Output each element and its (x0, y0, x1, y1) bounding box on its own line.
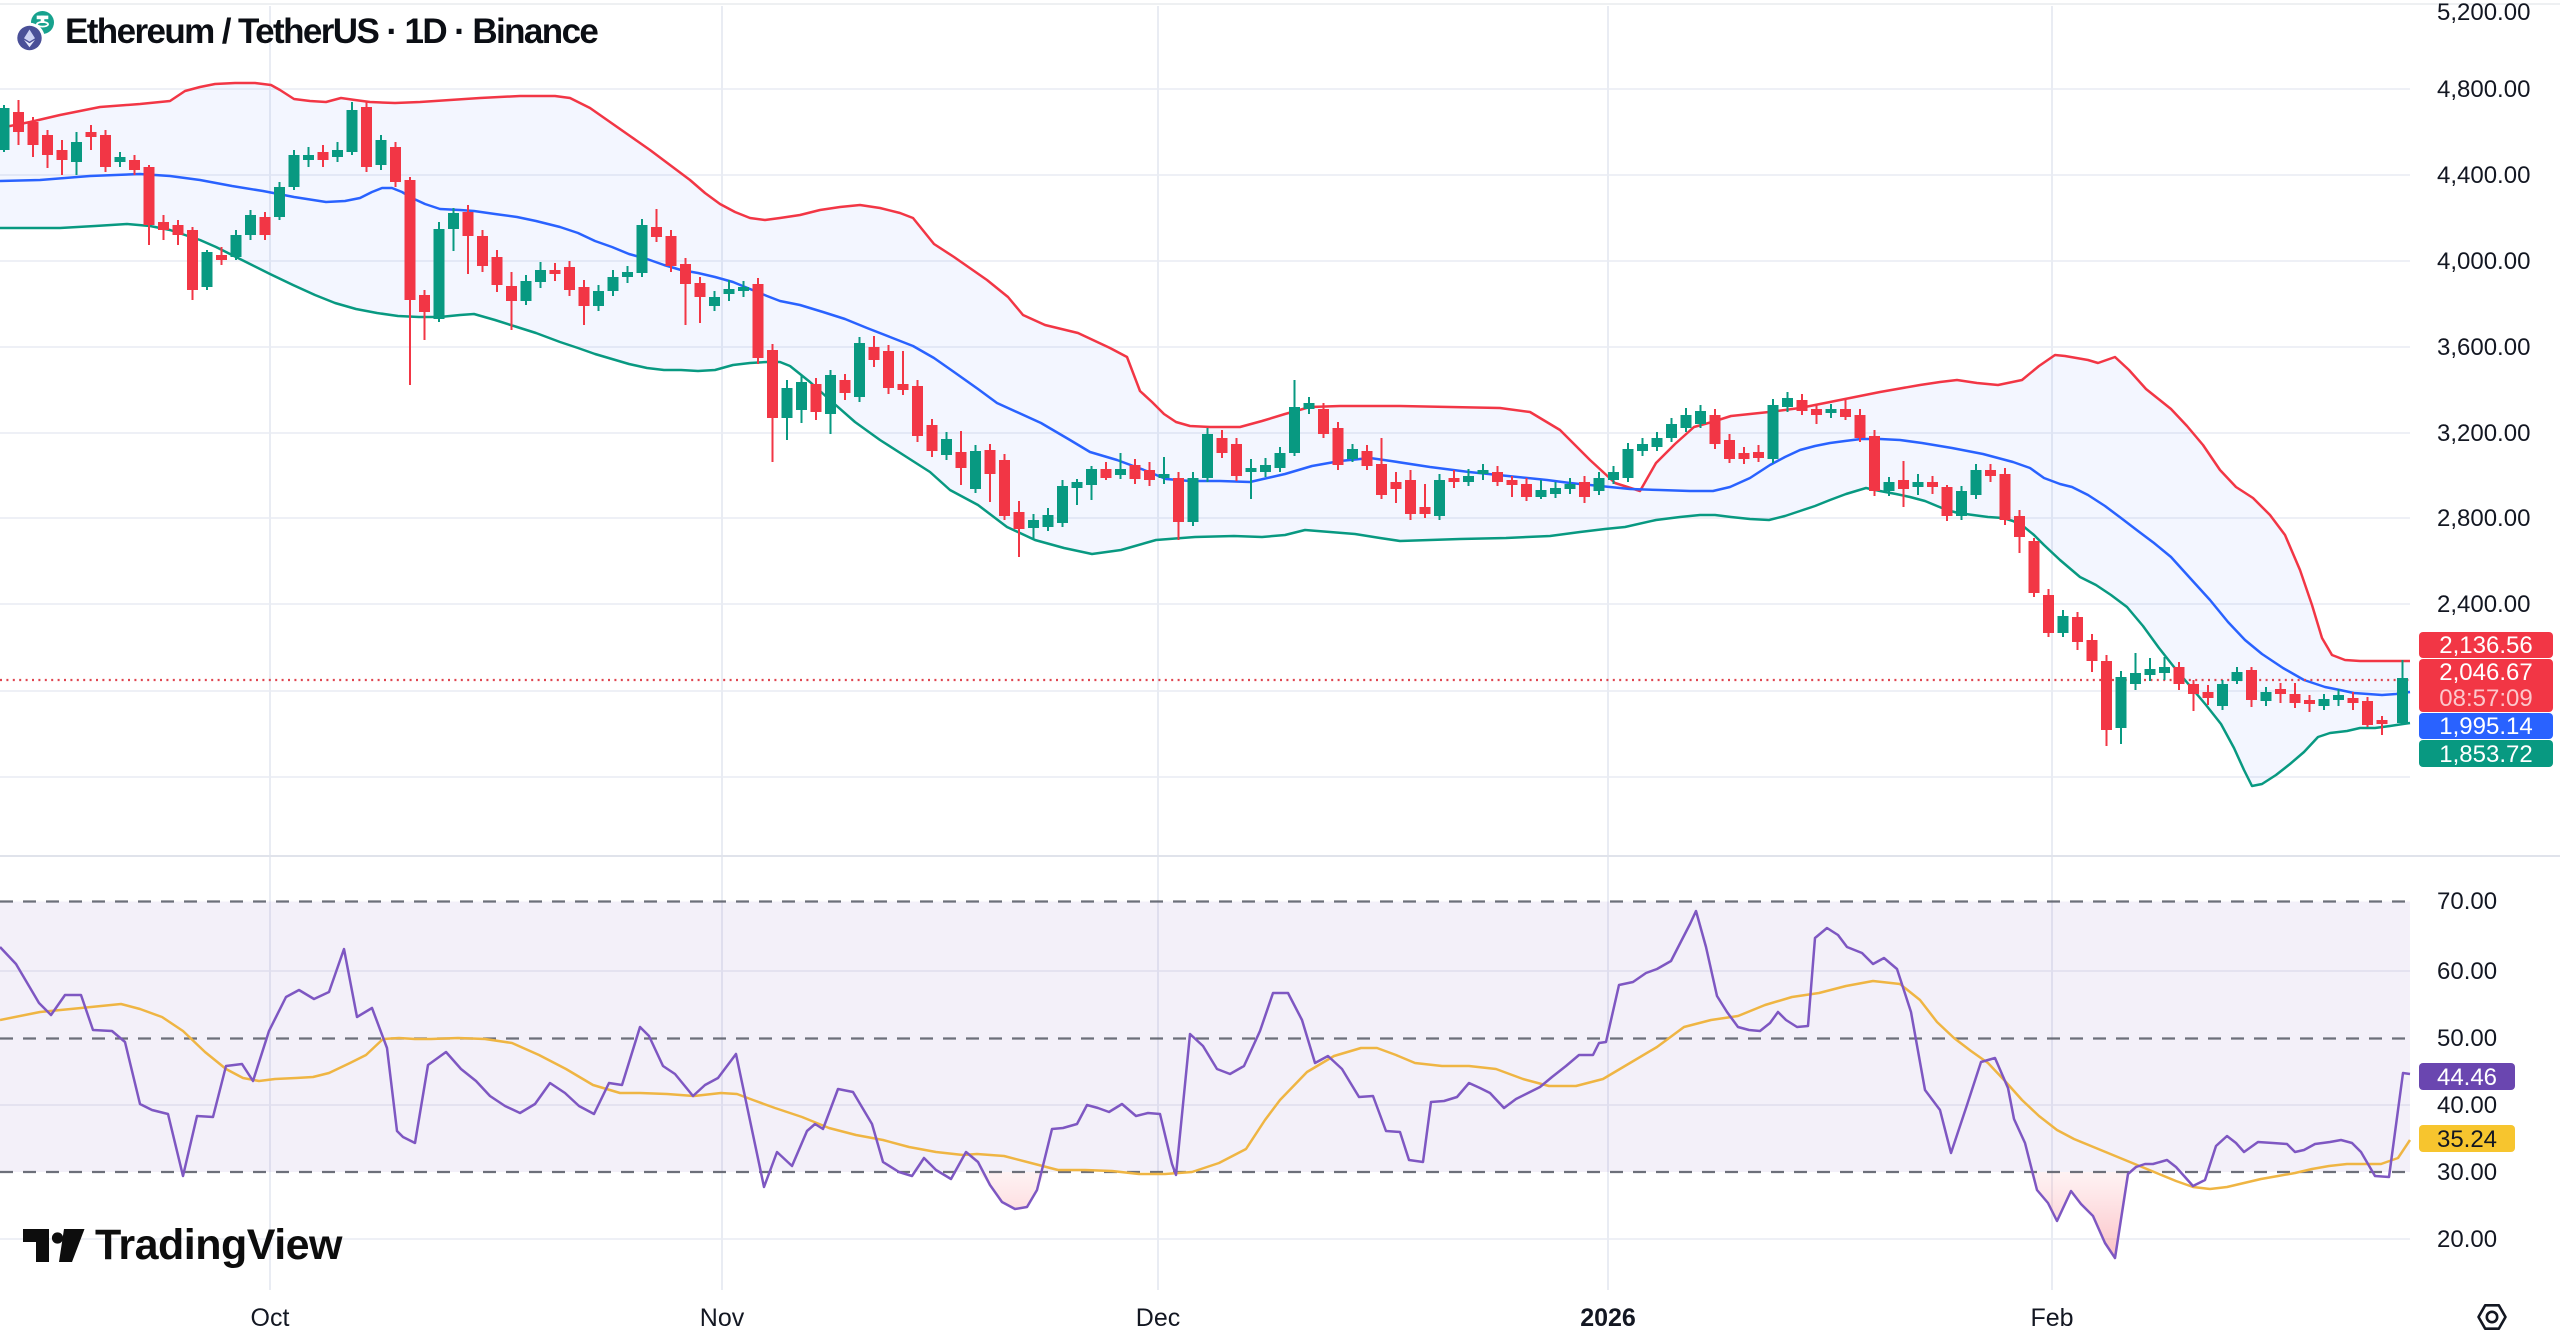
svg-text:2,136.56: 2,136.56 (2439, 632, 2532, 659)
svg-text:2,046.67: 2,046.67 (2439, 659, 2532, 686)
svg-text:44.46: 44.46 (2437, 1064, 2497, 1091)
svg-text:Nov: Nov (700, 1304, 745, 1332)
svg-text:Oct: Oct (251, 1304, 290, 1332)
svg-text:30.00: 30.00 (2437, 1159, 2497, 1186)
svg-text:1,995.14: 1,995.14 (2439, 713, 2532, 740)
svg-text:40.00: 40.00 (2437, 1092, 2497, 1119)
svg-text:1,853.72: 1,853.72 (2439, 741, 2532, 768)
svg-text:5,200.00: 5,200.00 (2437, 0, 2530, 26)
svg-text:2026: 2026 (1580, 1304, 1636, 1332)
svg-text:60.00: 60.00 (2437, 958, 2497, 985)
svg-text:20.00: 20.00 (2437, 1226, 2497, 1253)
svg-text:2,800.00: 2,800.00 (2437, 505, 2530, 532)
svg-text:3,200.00: 3,200.00 (2437, 420, 2530, 447)
svg-text:35.24: 35.24 (2437, 1126, 2497, 1153)
svg-text:50.00: 50.00 (2437, 1025, 2497, 1052)
svg-text:70.00: 70.00 (2437, 888, 2497, 915)
svg-text:Dec: Dec (1136, 1304, 1180, 1332)
svg-text:TradingView: TradingView (95, 1221, 343, 1269)
svg-text:2,400.00: 2,400.00 (2437, 591, 2530, 618)
svg-text:4,800.00: 4,800.00 (2437, 76, 2530, 103)
svg-text:Ethereum / TetherUS · 1D · Bin: Ethereum / TetherUS · 1D · Binance (65, 12, 598, 51)
svg-text:4,000.00: 4,000.00 (2437, 248, 2530, 275)
svg-text:4,400.00: 4,400.00 (2437, 162, 2530, 189)
svg-text:Feb: Feb (2030, 1304, 2073, 1332)
svg-text:08:57:09: 08:57:09 (2439, 685, 2532, 712)
svg-text:3,600.00: 3,600.00 (2437, 334, 2530, 361)
